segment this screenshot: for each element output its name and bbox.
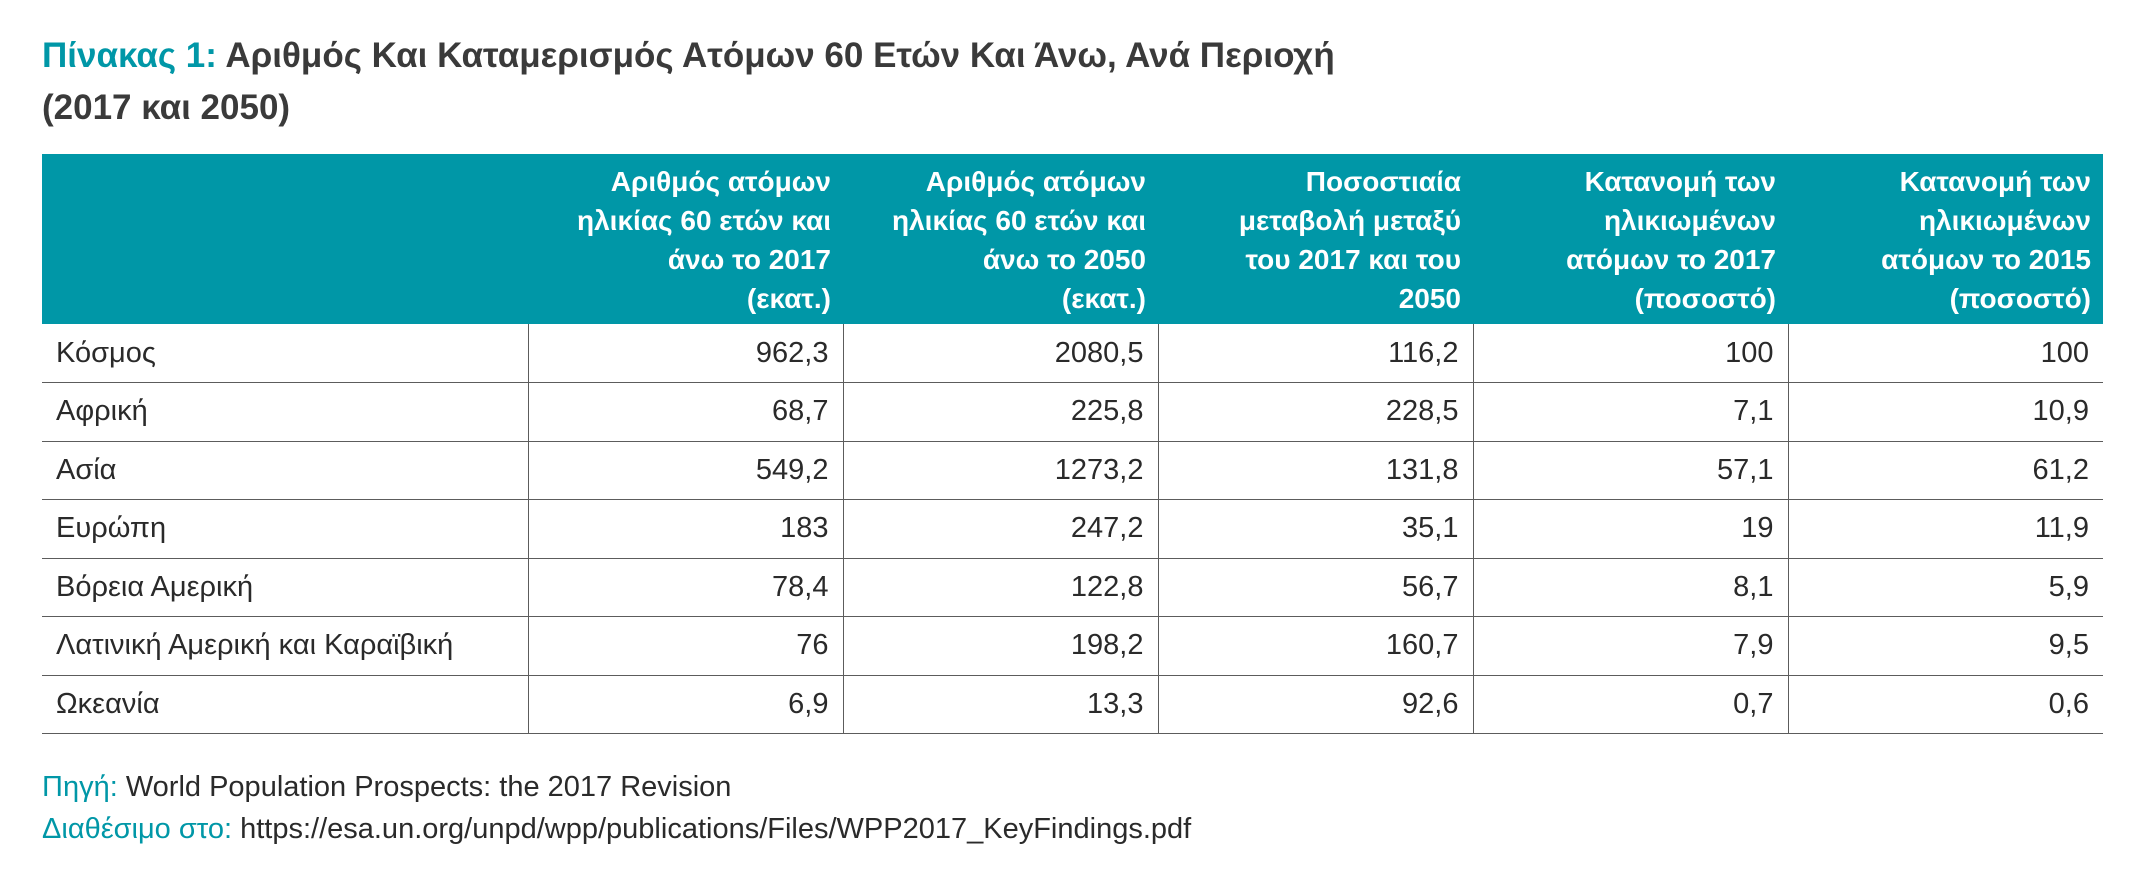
region-cell: Βόρεια Αμερική [42, 558, 528, 617]
table-row: Αφρική 68,7 225,8 228,5 7,1 10,9 [42, 382, 2103, 442]
header-line: ατόμων το 2017 [1566, 244, 1776, 275]
available-line: Διαθέσιμο στο: https://esa.un.org/unpd/w… [42, 808, 1191, 850]
source-url: https://esa.un.org/unpd/wpp/publications… [240, 813, 1192, 845]
title-line-1: Πίνακας 1: Αριθμός Και Καταμερισμός Ατόμ… [42, 30, 1642, 82]
value-cell: 78,4 [527, 558, 843, 617]
value-cell: 0,7 [1472, 675, 1788, 734]
header-line: (ποσοστό) [1949, 283, 2091, 314]
value-cell: 228,5 [1157, 382, 1473, 442]
source-line: Πηγή: World Population Prospects: the 20… [42, 766, 1191, 808]
source-text: World Population Prospects: the 2017 Rev… [125, 771, 732, 803]
header-cell-5: Κατανομή των ηλικιωμένων ατόμων το 2015 (πο… [1788, 154, 2103, 324]
header-line: άνω το 2050 [982, 244, 1146, 275]
value-cell: 100 [1787, 324, 2103, 383]
header-line: Ποσοστιαία [1305, 166, 1461, 197]
source-label: Πηγή: [42, 771, 118, 803]
value-cell: 92,6 [1157, 675, 1473, 734]
header-row: Αριθμός ατόμων ηλικίας 60 ετών και άνω το … [42, 154, 2103, 324]
region-cell: Κόσμος [42, 324, 528, 383]
value-cell: 6,9 [527, 675, 843, 734]
value-cell: 61,2 [1787, 441, 2103, 500]
header-line: Κατανομή των [1899, 166, 2091, 197]
header-line: Αριθμός ατόμων [610, 166, 831, 197]
title-text: Αριθμός Και Καταμερισμός Ατόμων 60 Ετών … [225, 36, 1335, 75]
value-cell: 225,8 [842, 382, 1158, 442]
available-label: Διαθέσιμο στο: [42, 813, 233, 845]
value-cell: 19 [1472, 499, 1788, 559]
value-cell: 35,1 [1157, 499, 1473, 559]
data-table-container: Αριθμός ατόμων ηλικίας 60 ετών και άνω το … [42, 154, 2103, 734]
header-line: (εκατ.) [1061, 283, 1146, 314]
table-row: Ωκεανία 6,9 13,3 92,6 0,7 0,6 [42, 675, 2103, 734]
value-cell: 183 [527, 499, 843, 559]
header-cell-4: Κατανομή των ηλικιωμένων ατόμων το 2017 (πο… [1473, 154, 1788, 324]
value-cell: 9,5 [1787, 616, 2103, 676]
table-row: Βόρεια Αμερική 78,4 122,8 56,7 8,1 5,9 [42, 558, 2103, 617]
value-cell: 0,6 [1787, 675, 2103, 734]
value-cell: 11,9 [1787, 499, 2103, 559]
value-cell: 10,9 [1787, 382, 2103, 442]
header-line: 2050 [1398, 283, 1461, 314]
value-cell: 56,7 [1157, 558, 1473, 617]
header-line: (εκατ.) [746, 283, 831, 314]
header-line: Αριθμός ατόμων [925, 166, 1146, 197]
value-cell: 247,2 [842, 499, 1158, 559]
region-cell: Ωκεανία [42, 675, 528, 734]
value-cell: 100 [1472, 324, 1788, 383]
value-cell: 13,3 [842, 675, 1158, 734]
header-cell-3: Ποσοστιαία μεταβολή μεταξύ του 2017 και το… [1158, 154, 1473, 324]
value-cell: 116,2 [1157, 324, 1473, 383]
value-cell: 8,1 [1472, 558, 1788, 617]
value-cell: 5,9 [1787, 558, 2103, 617]
value-cell: 2080,5 [842, 324, 1158, 383]
header-line: ηλικιωμένων [1918, 205, 2091, 236]
table-row: Λατινική Αμερική και Καραϊβική 76 198,2 160… [42, 616, 2103, 676]
value-cell: 1273,2 [842, 441, 1158, 500]
value-cell: 160,7 [1157, 616, 1473, 676]
header-line: (ποσοστό) [1634, 283, 1776, 314]
header-line: μεταβολή μεταξύ [1238, 205, 1461, 236]
table-header: Αριθμός ατόμων ηλικίας 60 ετών και άνω το … [42, 154, 2103, 324]
header-line: ηλικίας 60 ετών και [891, 205, 1146, 236]
value-cell: 962,3 [527, 324, 843, 383]
header-cell-2: Αριθμός ατόμων ηλικίας 60 ετών και άνω το … [843, 154, 1158, 324]
table-body: Κόσμος 962,3 2080,5 116,2 100 100 Αφρική 68,7 22… [42, 324, 2103, 734]
header-line: του 2017 και του [1245, 244, 1461, 275]
header-line: άνω το 2017 [667, 244, 831, 275]
table-row: Κόσμος 962,3 2080,5 116,2 100 100 [42, 324, 2103, 383]
value-cell: 198,2 [842, 616, 1158, 676]
value-cell: 68,7 [527, 382, 843, 442]
header-cell-region [42, 154, 528, 324]
value-cell: 7,9 [1472, 616, 1788, 676]
title-subtext: (2017 και 2050) [42, 88, 291, 127]
value-cell: 7,1 [1472, 382, 1788, 442]
header-line: ατόμων το 2015 [1881, 244, 2091, 275]
header-line: ηλικιωμένων [1603, 205, 1776, 236]
title-label: Πίνακας 1: [42, 36, 217, 75]
value-cell: 122,8 [842, 558, 1158, 617]
region-cell: Αφρική [42, 382, 528, 442]
region-cell: Λατινική Αμερική και Καραϊβική [42, 616, 528, 676]
value-cell: 57,1 [1472, 441, 1788, 500]
header-line: ηλικίας 60 ετών και [576, 205, 831, 236]
table-row: Ευρώπη 183 247,2 35,1 19 11,9 [42, 499, 2103, 559]
value-cell: 76 [527, 616, 843, 676]
value-cell: 131,8 [1157, 441, 1473, 500]
header-line: Κατανομή των [1584, 166, 1776, 197]
source-note: Πηγή: World Population Prospects: the 20… [42, 766, 1191, 850]
table-title: Πίνακας 1: Αριθμός Και Καταμερισμός Ατόμ… [42, 30, 1642, 134]
value-cell: 549,2 [527, 441, 843, 500]
header-cell-1: Αριθμός ατόμων ηλικίας 60 ετών και άνω το … [528, 154, 843, 324]
region-cell: Ασία [42, 441, 528, 500]
data-table: Αριθμός ατόμων ηλικίας 60 ετών και άνω το … [42, 154, 2103, 734]
table-row: Ασία 549,2 1273,2 131,8 57,1 61,2 [42, 441, 2103, 500]
region-cell: Ευρώπη [42, 499, 528, 559]
